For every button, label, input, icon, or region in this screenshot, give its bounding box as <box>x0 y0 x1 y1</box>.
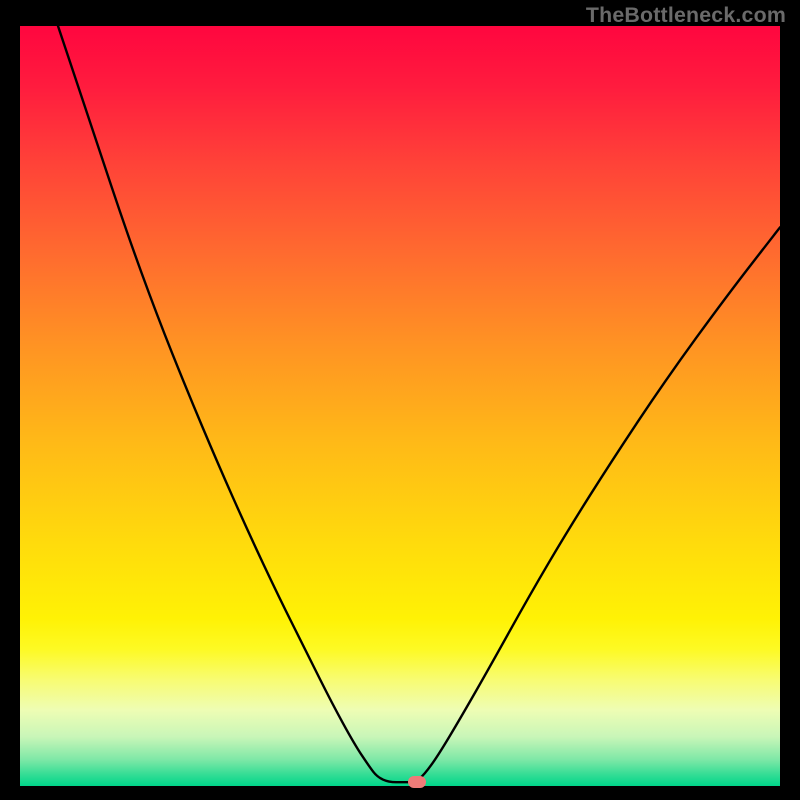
chart-frame: TheBottleneck.com <box>0 0 800 800</box>
bottleneck-curve <box>20 26 780 786</box>
optimal-point-marker <box>408 776 426 788</box>
plot-area <box>20 26 780 786</box>
watermark-text: TheBottleneck.com <box>586 3 786 28</box>
curve-path <box>58 26 780 782</box>
